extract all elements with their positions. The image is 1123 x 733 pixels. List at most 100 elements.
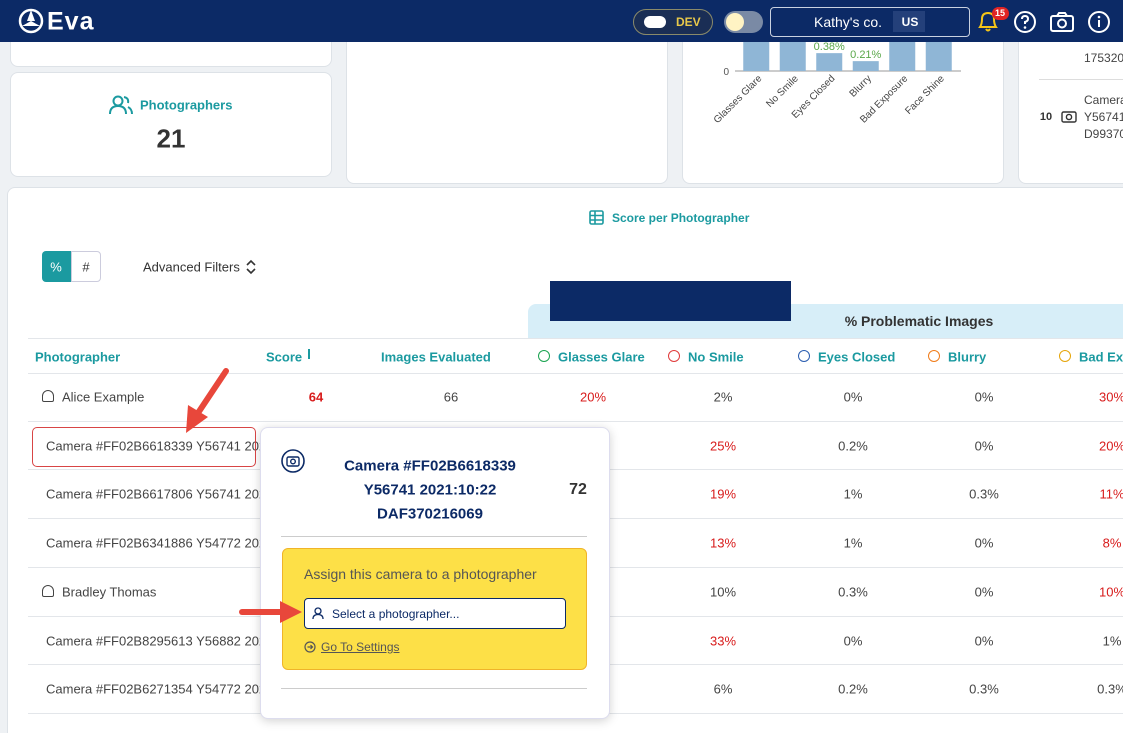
- cell: 6%: [713, 681, 733, 697]
- help-icon[interactable]: [1013, 10, 1037, 34]
- cell: 66: [443, 389, 459, 405]
- column-header: No Smile: [688, 349, 744, 365]
- column-header: Photographer: [35, 349, 121, 365]
- photographer-name[interactable]: Alice Example: [62, 389, 145, 405]
- cell: 25%: [709, 438, 737, 454]
- side-text: Y56741: [1084, 110, 1123, 124]
- popup-title: Y56741 2021:10:22: [363, 481, 497, 499]
- chevron-icon: [246, 259, 256, 275]
- toggle-label: %: [50, 259, 62, 275]
- camera-popup: Camera #FF02B6618339 Y56741 2021:10:22 D…: [260, 427, 610, 719]
- cell: 11%: [1099, 486, 1123, 502]
- env-toggle[interactable]: DEV: [633, 9, 713, 35]
- settings-link[interactable]: Go To Settings: [321, 640, 400, 654]
- column-icon: [1059, 350, 1071, 362]
- column-header: Images Evaluated: [381, 349, 491, 365]
- side-rank: 10: [1039, 111, 1053, 123]
- cell: 2%: [713, 389, 733, 405]
- photographer-name[interactable]: Camera #FF02B6618339 Y56741 2021:: [46, 438, 278, 454]
- badge: 15: [992, 7, 1009, 20]
- section-title: Score per Photographer: [612, 211, 750, 225]
- cell: 0%: [974, 438, 994, 454]
- card: [346, 20, 668, 184]
- camera-icon[interactable]: [1049, 10, 1075, 34]
- sort-arrow: [308, 349, 310, 359]
- bell-icon[interactable]: [976, 9, 1000, 35]
- cell: 20%: [579, 389, 607, 405]
- select-placeholder: Select a photographer...: [332, 607, 460, 621]
- assign-box: Assign this camera to a photographer Sel…: [282, 548, 587, 670]
- photographer-name[interactable]: Camera #FF02B6271354 Y54772 2020: [46, 681, 274, 697]
- column-icon: [538, 350, 550, 362]
- cell: 8%: [1102, 535, 1122, 551]
- column-icon: [668, 350, 680, 362]
- info-icon[interactable]: [1087, 10, 1111, 34]
- top-bar: Eva DEV Kathy's co. US 15: [0, 0, 1123, 42]
- badge-count: 15: [994, 8, 1006, 18]
- cell: 0%: [843, 389, 863, 405]
- bar: [852, 61, 879, 71]
- count-toggle[interactable]: #: [71, 251, 101, 282]
- chart-card: 0 Glasses Glare No Smile 0.38% Eyes Closed 0.…: [682, 20, 1004, 184]
- group-header-label: % Problematic Images: [844, 313, 994, 329]
- overlay-block: [550, 281, 791, 321]
- x-tick-label: No Smile: [764, 73, 801, 110]
- row-line: [28, 373, 1123, 374]
- camera-icon: [1061, 111, 1077, 123]
- cell: 1%: [843, 535, 863, 551]
- cell: 1%: [843, 486, 863, 502]
- card-value: 21: [156, 123, 186, 154]
- cell: 0%: [974, 389, 994, 405]
- column-header: Bad Exp: [1079, 349, 1123, 365]
- value-label: 0.21%: [850, 49, 881, 61]
- company-select[interactable]: Kathy's co. US: [770, 7, 970, 37]
- logo-icon: [18, 8, 44, 34]
- camera-icon: [281, 449, 305, 473]
- column-header: Eyes Closed: [818, 349, 896, 365]
- side-text: D99370: [1084, 127, 1123, 141]
- person-icon: [42, 390, 54, 402]
- cell: 0%: [974, 584, 994, 600]
- popup-title: Camera #FF02B6618339: [344, 457, 516, 475]
- photographer-name[interactable]: Camera #FF02B8295613 Y56882 2024: [46, 633, 274, 648]
- highlight-box: [32, 427, 256, 467]
- column-icon: [928, 350, 940, 362]
- logo-text: Eva: [47, 7, 95, 36]
- cell: 33%: [709, 633, 737, 648]
- cell: 0%: [974, 535, 994, 551]
- photographer-select[interactable]: Select a photographer...: [304, 598, 566, 629]
- env-label: DEV: [676, 15, 701, 29]
- cell: 0.3%: [838, 584, 868, 600]
- assign-prompt: Assign this camera to a photographer: [304, 566, 537, 582]
- side-text: 175320: [1084, 51, 1123, 65]
- popup-score: 72: [569, 481, 587, 498]
- theme-toggle[interactable]: [724, 11, 763, 33]
- photographer-name[interactable]: Camera #FF02B6617806 Y56741 2021:: [46, 486, 278, 502]
- column-header[interactable]: Score: [266, 349, 303, 365]
- x-tick-label: Face Shine: [903, 73, 947, 117]
- percent-toggle[interactable]: %: [42, 251, 71, 282]
- photographers-card: Photographers 21: [10, 72, 332, 177]
- value-label: 0.38%: [814, 41, 845, 53]
- region: US: [901, 15, 919, 29]
- person-icon: [42, 584, 54, 597]
- toggle-label: #: [82, 259, 90, 275]
- cell: 30%: [1098, 389, 1123, 405]
- cell: 64: [308, 389, 324, 405]
- row-line: [28, 421, 1123, 422]
- cell: 0%: [974, 633, 994, 648]
- filters-button[interactable]: Advanced Filters: [143, 259, 240, 275]
- photographer-name[interactable]: Camera #FF02B6341886 Y54772 2021:: [46, 535, 278, 551]
- popup-title: DAF370216069: [377, 505, 483, 523]
- side-card: 175320 10 Camera Y56741 D99370: [1018, 20, 1123, 184]
- cell: 0%: [843, 633, 863, 648]
- column-header: Glasses Glare: [558, 349, 645, 365]
- column-header: Blurry: [948, 349, 987, 365]
- cell: 10%: [1098, 584, 1123, 600]
- photographer-name[interactable]: Bradley Thomas: [62, 584, 157, 600]
- cell: 13%: [709, 535, 737, 551]
- people-icon: [109, 95, 133, 115]
- bar: [816, 53, 843, 71]
